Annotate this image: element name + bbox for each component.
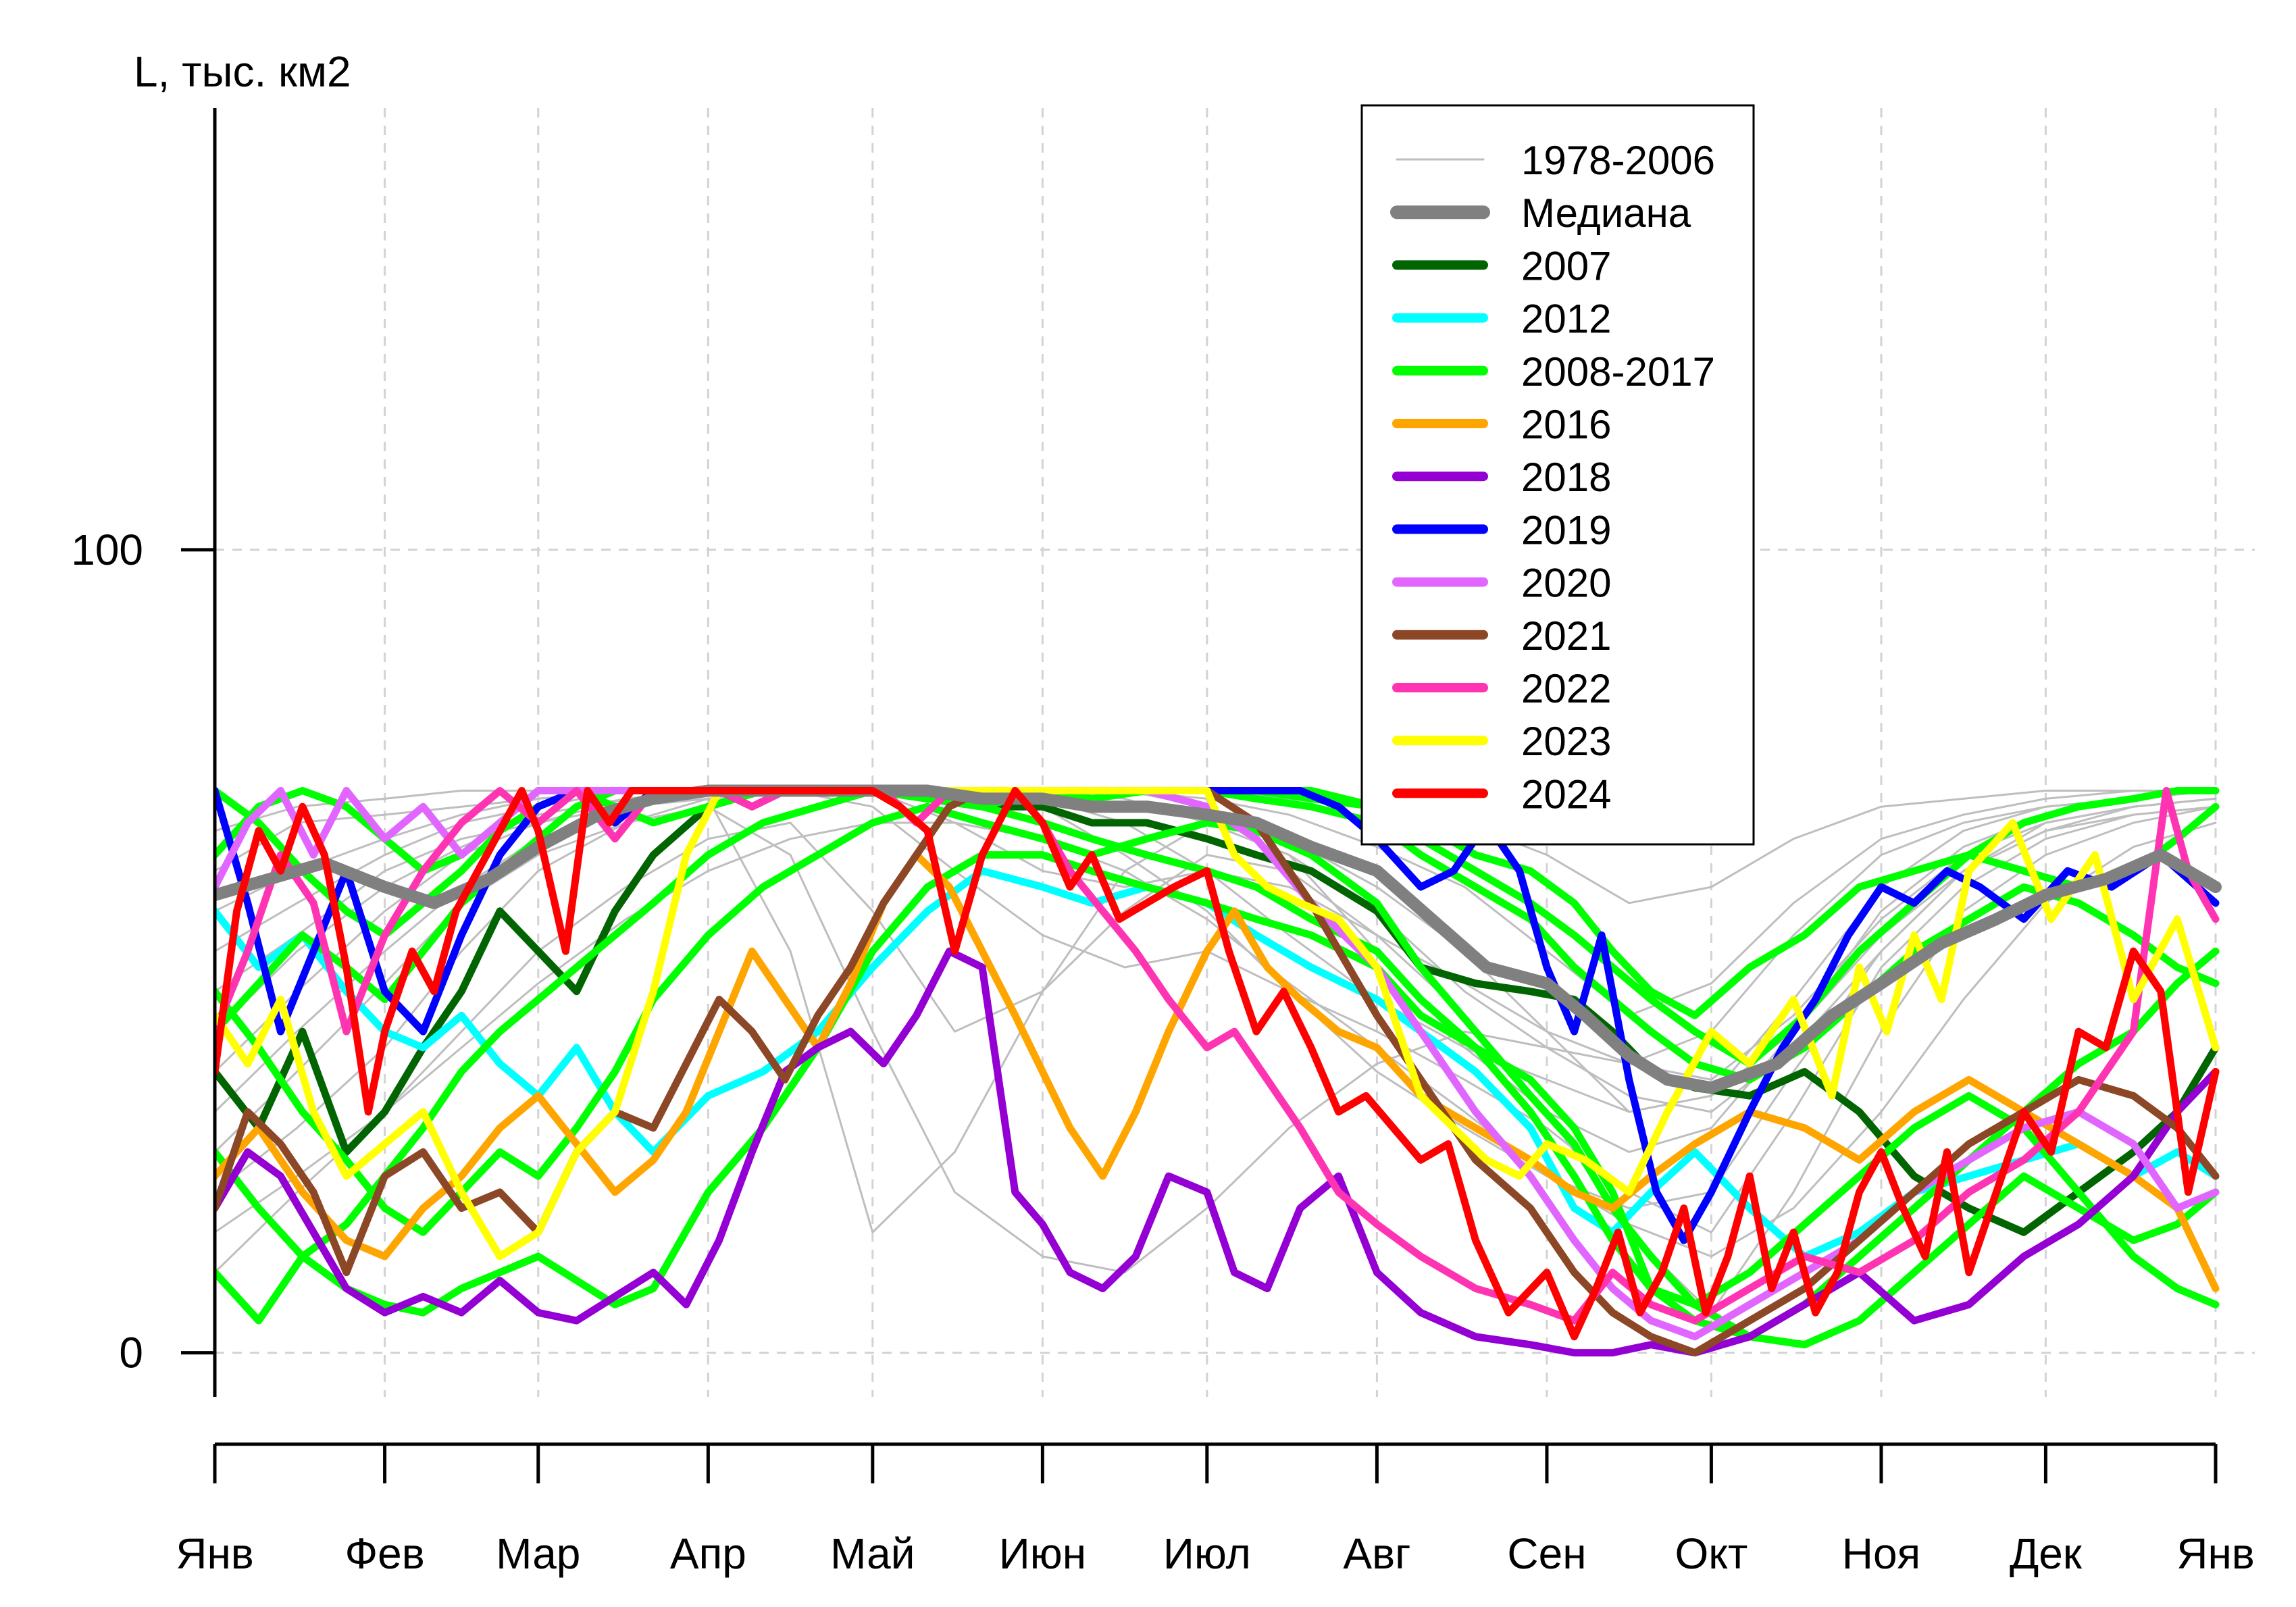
grid-lines (213, 108, 2255, 1397)
legend-label-9: 2021 (1521, 613, 1611, 659)
legend-label-2: 2007 (1521, 243, 1611, 288)
x-tick-label-9: Окт (1675, 1529, 1748, 1578)
legend-label-6: 2018 (1521, 455, 1611, 500)
legend-label-3: 2012 (1521, 297, 1611, 342)
series-line-2022-26 (215, 787, 2220, 1325)
x-tick-label-12: Янв (2176, 1529, 2255, 1578)
legend-label-4: 2008-2017 (1521, 349, 1715, 394)
series-line-2024-28 (215, 787, 2220, 1341)
y-axis-label: L, тыс. км2 (134, 47, 351, 96)
legend-label-11: 2023 (1521, 719, 1611, 764)
series-line-2008-2017-16 (215, 851, 2220, 1341)
y-tick-label-1: 100 (71, 526, 143, 574)
y-tick-label-0: 0 (119, 1329, 143, 1377)
y-ticks: 0 100 (71, 526, 215, 1377)
legend-label-7: 2019 (1521, 507, 1611, 553)
legend-label-12: 2024 (1521, 771, 1611, 817)
x-tick-label-2: Мар (496, 1529, 580, 1578)
x-tick-label-11: Дек (2010, 1529, 2083, 1578)
x-tick-label-7: Авг (1343, 1529, 1410, 1578)
x-tick-label-0: Янв (176, 1529, 254, 1578)
legend-label-5: 2016 (1521, 402, 1611, 447)
legend-label-0: 1978-2006 (1521, 138, 1715, 183)
legend-label-1: Медиана (1521, 190, 1691, 236)
x-tick-label-5: Июн (999, 1529, 1086, 1578)
x-tick-label-4: Май (830, 1529, 915, 1578)
legend-label-10: 2022 (1521, 666, 1611, 711)
series-lines (215, 784, 2222, 1357)
legend: 1978-2006 Медиана 2007 2012 2008-2017 2016 201… (1360, 104, 1755, 846)
series-line-1978-2006-10 (215, 797, 2217, 1274)
series-line-1978-2006-2 (215, 790, 2217, 1210)
x-tick-label-10: Ноя (1842, 1529, 1920, 1578)
series-line-2018-22 (215, 947, 2220, 1357)
x-tick-label-3: Апр (670, 1529, 746, 1578)
x-tick-label-6: Июл (1163, 1529, 1251, 1578)
series-line-1978-2006-11 (215, 821, 2217, 1258)
series-line-2016-21 (215, 851, 2220, 1292)
x-tick-label-1: Фев (345, 1529, 424, 1578)
x-ticks: Янв Фев Мар Апр Май Июн Июл Авг Сен Окт Ноя Дек Янв (176, 1444, 2255, 1578)
x-tick-label-8: Сен (1507, 1529, 1586, 1578)
series-line-Медиана-12 (215, 784, 2222, 1094)
series-line-2008-2017-17 (215, 802, 2220, 1349)
legend-label-8: 2020 (1521, 561, 1611, 606)
